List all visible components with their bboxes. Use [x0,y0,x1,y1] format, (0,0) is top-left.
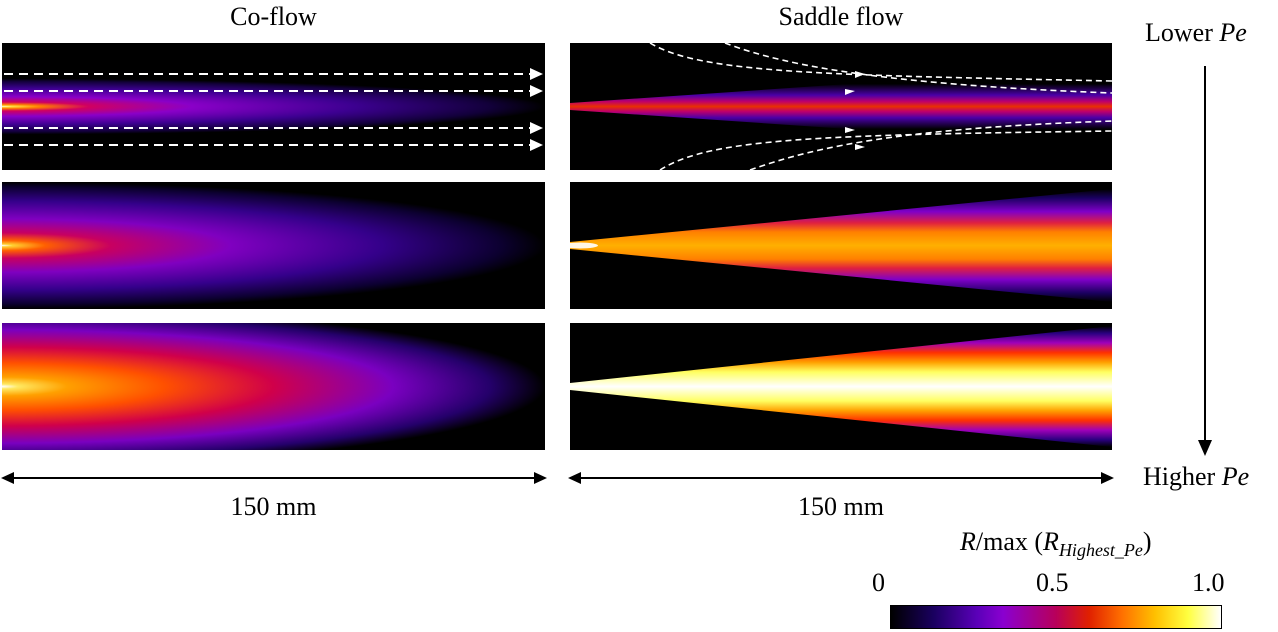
saddle-lower-pe-panel [570,43,1112,170]
coflow-scale-arrow [1,472,547,484]
coflow-streamlines [4,73,532,146]
coflow-mid-pe-plume [2,182,545,309]
saddle-higher-pe-plume [570,326,1112,447]
coflow-lower-pe-plume [2,43,545,170]
saddle-mid-pe-panel [570,182,1112,309]
colorbar [890,605,1222,629]
saddle-flow-title: Saddle flow [778,2,904,31]
coflow-title: Co-flow [230,2,317,31]
saddle-lower-pe-plume [570,43,1112,170]
pe-trend-arrow [1198,66,1212,456]
saddle-scale-arrow [568,472,1114,484]
saddle-streamline-arrowheads [845,71,865,150]
coflow-scale-label: 150 mm [230,492,317,521]
coflow-streamline-arrowheads [530,68,543,151]
coflow-mid-pe-panel [2,182,545,309]
saddle-mid-pe-plume [570,189,1112,302]
saddle-higher-pe-panel [570,323,1112,450]
colorbar-tick-0.5: 0.5 [1036,568,1069,597]
colorbar-tick-1.0: 1.0 [1192,568,1225,597]
saddle-scale-label: 150 mm [798,492,884,521]
lower-pe-label: Lower Pe [1145,18,1247,47]
colorbar-tick-0: 0 [872,568,885,597]
coflow-lower-pe-panel [2,43,545,170]
coflow-higher-pe-panel [2,323,545,450]
colorbar-title: R/max (RHighest_Pe) [960,527,1152,560]
higher-pe-label: Higher Pe [1143,462,1250,491]
coflow-higher-pe-plume [2,323,545,450]
